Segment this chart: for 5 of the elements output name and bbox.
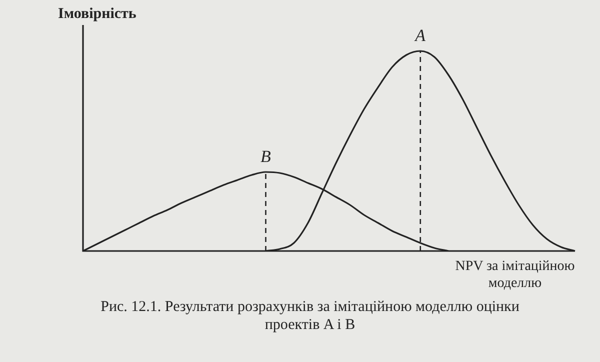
x-axis-title: NPV за імітаційною моделлю (454, 258, 576, 292)
series-label: A (414, 26, 426, 45)
series-label: B (260, 147, 272, 166)
y-axis-title: Імовірність (58, 6, 136, 23)
text: Рис. 12.1. Результати розрахунків за імітаційною моделлю оцінки проектів A і B (100, 298, 520, 334)
